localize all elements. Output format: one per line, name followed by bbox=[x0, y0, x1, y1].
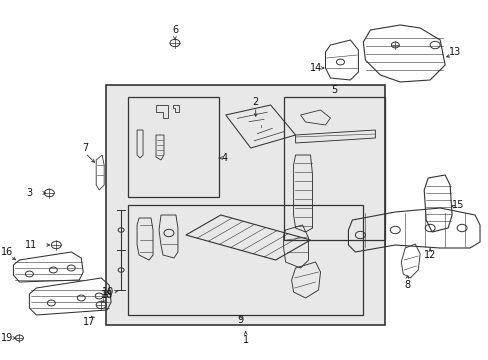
Text: 5: 5 bbox=[331, 85, 337, 95]
Bar bbox=[283, 97, 385, 240]
Text: 8: 8 bbox=[404, 280, 409, 290]
Text: 6: 6 bbox=[172, 25, 178, 35]
Bar bbox=[128, 97, 218, 197]
Text: 18: 18 bbox=[101, 290, 113, 300]
Text: 13: 13 bbox=[448, 47, 460, 57]
Text: 17: 17 bbox=[83, 317, 95, 327]
Text: 1: 1 bbox=[242, 335, 248, 345]
Text: 3: 3 bbox=[26, 188, 32, 198]
Bar bbox=[128, 205, 363, 315]
Text: 19: 19 bbox=[1, 333, 14, 343]
Text: 14: 14 bbox=[310, 63, 322, 73]
Text: 9: 9 bbox=[237, 315, 244, 325]
Text: 12: 12 bbox=[423, 250, 435, 260]
Text: 15: 15 bbox=[451, 200, 463, 210]
Text: 10: 10 bbox=[102, 287, 114, 297]
Text: 4: 4 bbox=[221, 153, 227, 163]
Text: 16: 16 bbox=[1, 247, 14, 257]
Text: 7: 7 bbox=[82, 143, 88, 153]
Text: 2: 2 bbox=[252, 97, 258, 107]
Bar bbox=[106, 85, 385, 325]
Text: 11: 11 bbox=[25, 240, 38, 250]
